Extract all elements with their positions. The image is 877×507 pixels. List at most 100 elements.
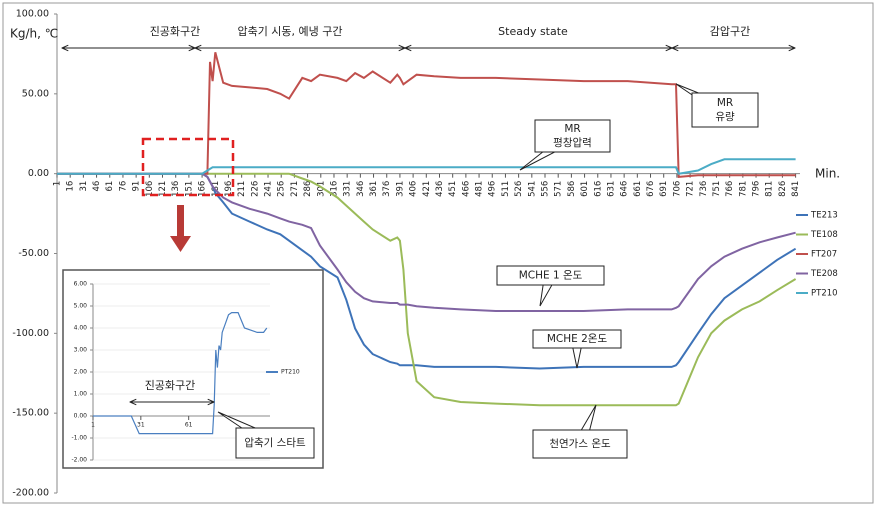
- callout-cover: [534, 431, 626, 457]
- x-tick-label: 841: [791, 181, 801, 197]
- legend-label: PT210: [811, 289, 838, 299]
- y-tick-label: -50.00: [18, 248, 49, 259]
- x-tick-label: 61: [105, 181, 115, 192]
- legend-label: FT207: [811, 250, 837, 260]
- x-tick-label: 286: [303, 181, 313, 197]
- x-tick-label: 736: [699, 181, 709, 197]
- x-tick-label: 811: [765, 181, 775, 197]
- annotation: 진공화구간: [145, 379, 196, 392]
- callout-cover: [693, 94, 757, 126]
- x-tick-label: 256: [277, 181, 287, 197]
- x-tick-label: 1: [53, 181, 63, 186]
- x-tick-label: 691: [659, 181, 669, 197]
- phase-label: 진공화구간: [150, 25, 201, 38]
- x-tick-label: 766: [725, 181, 735, 197]
- y-tick-label: 0.00: [28, 168, 49, 179]
- x-tick-label: 316: [329, 181, 339, 197]
- y-tick-label: 100.00: [16, 9, 49, 20]
- x-tick-label: 106: [145, 181, 155, 197]
- y-tick-label: -1.00: [71, 435, 87, 442]
- series-line: [93, 312, 268, 435]
- y-tick-label: 5.00: [74, 303, 88, 310]
- x-tick-label: 16: [66, 181, 76, 192]
- x-tick-label: 541: [527, 181, 537, 197]
- annotation: MCHE 1 온도: [519, 270, 583, 282]
- series-line: [57, 172, 797, 407]
- series-line: [57, 52, 796, 178]
- x-tick-label: 1: [91, 422, 95, 429]
- y-tick-label: 4.00: [74, 325, 88, 332]
- phase-label: Steady state: [498, 25, 568, 38]
- x-tick-label: 46: [92, 181, 102, 192]
- x-tick-label: 751: [712, 181, 722, 197]
- legend-label: TE213: [810, 211, 838, 221]
- x-tick-label: 721: [686, 181, 696, 197]
- x-tick-label: 436: [435, 181, 445, 197]
- y-tick-label: 6.00: [74, 281, 88, 288]
- x-tick-label: 31: [137, 422, 145, 429]
- phase-label: 감압구간: [710, 25, 750, 38]
- x-tick-label: 346: [356, 181, 366, 197]
- x-tick-label: 466: [461, 181, 471, 197]
- x-tick-label: 526: [514, 181, 524, 197]
- x-tick-label: 76: [118, 181, 128, 192]
- legend-label: PT210: [281, 369, 300, 376]
- x-tick-label: 421: [422, 181, 432, 197]
- x-tick-label: 376: [382, 181, 392, 197]
- annotation: 천연가스 온도: [549, 438, 611, 450]
- x-tick-label: 211: [237, 181, 247, 197]
- x-tick-label: 706: [672, 181, 682, 197]
- y-tick-label: -200.00: [12, 488, 49, 499]
- zoom-arrow-shaft: [177, 205, 184, 238]
- x-tick-label: 661: [633, 181, 643, 197]
- phase-label: 압축기 시동, 예냉 구간: [237, 25, 342, 38]
- zoom-box: [141, 137, 235, 197]
- legend-label: TE208: [810, 269, 838, 279]
- x-tick-label: 586: [567, 181, 577, 197]
- x-tick-label: 91: [132, 181, 142, 192]
- x-tick-label: 196: [224, 181, 234, 197]
- callout-cover: [534, 331, 620, 347]
- callout-cover: [536, 121, 609, 151]
- y-tick-label: -100.00: [12, 328, 49, 339]
- x-tick-label: 361: [369, 181, 379, 197]
- x-tick-label: 571: [554, 181, 564, 197]
- annotation: MCHE 2온도: [547, 333, 608, 345]
- x-tick-label: 631: [606, 181, 616, 197]
- y-tick-label: -2.00: [71, 457, 87, 464]
- y-tick-label: 3.00: [74, 347, 88, 354]
- legend-label: TE108: [810, 230, 838, 240]
- x-tick-label: 271: [290, 181, 300, 197]
- x-tick-label: 781: [738, 181, 748, 197]
- series-line: [57, 172, 797, 370]
- y-tick-label: 1.00: [74, 391, 88, 398]
- x-tick-label: 226: [250, 181, 260, 197]
- x-tick-label: 241: [264, 181, 274, 197]
- x-tick-label: 391: [395, 181, 405, 197]
- annotation: 평창압력: [553, 136, 592, 149]
- x-tick-label: 151: [184, 181, 194, 197]
- x-tick-label: 481: [475, 181, 485, 197]
- x-tick-label: 796: [752, 181, 762, 197]
- x-tick-label: 331: [343, 181, 353, 197]
- x-tick-label: 601: [580, 181, 590, 197]
- x-tick-label: 406: [409, 181, 419, 197]
- x-tick-label: 166: [198, 181, 208, 197]
- series-line: [57, 172, 796, 312]
- x-tick-label: 61: [185, 422, 193, 429]
- series-line: [57, 158, 796, 175]
- x-tick-label: 616: [593, 181, 603, 197]
- annotation: 유량: [715, 111, 735, 123]
- x-tick-label: 451: [448, 181, 458, 197]
- annotation: 압축기 스타트: [244, 436, 306, 449]
- x-tick-label: 121: [158, 181, 168, 197]
- annotation: MR: [717, 97, 733, 109]
- y-tick-label: 50.00: [22, 88, 49, 99]
- x-tick-label: 511: [501, 181, 511, 197]
- callout-cover: [237, 429, 313, 457]
- x-tick-label: 301: [316, 181, 326, 197]
- x-tick-label: 31: [79, 181, 89, 192]
- y-tick-label: 2.00: [74, 369, 88, 376]
- y-tick-label: 0.00: [74, 413, 88, 420]
